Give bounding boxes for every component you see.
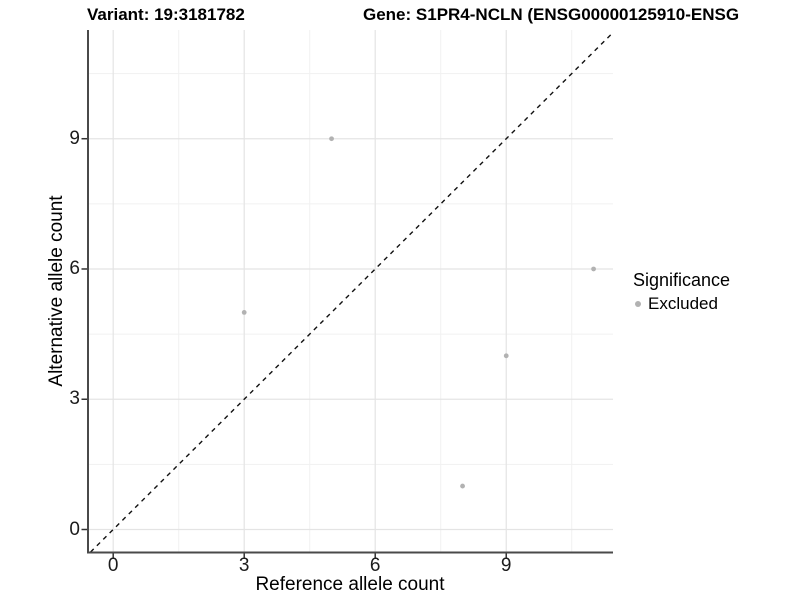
x-tick-label: 3	[238, 555, 250, 576]
legend-title: Significance	[633, 270, 731, 290]
y-tick-label: 9	[69, 127, 80, 149]
data-point	[241, 310, 247, 315]
legend-item: Excluded	[633, 294, 730, 314]
legend-item-label: Excluded	[648, 294, 718, 313]
x-axis-title: Reference allele count	[255, 574, 445, 595]
x-tick-label: 0	[107, 555, 119, 576]
data-point	[503, 353, 509, 359]
plot-area	[81, 30, 614, 559]
legend: Significance Excluded	[633, 270, 730, 314]
y-axis-title: Alternative allele count	[46, 195, 67, 387]
plot-title-variant: Variant: 19:3181782	[87, 5, 245, 24]
x-tick-label: 9	[500, 555, 512, 576]
y-tick-label: 3	[69, 388, 80, 410]
data-point	[460, 483, 465, 489]
x-tick-label: 6	[369, 555, 381, 576]
identity-line	[89, 31, 614, 553]
data-point	[591, 266, 596, 272]
data-point	[329, 136, 334, 142]
y-tick-label: 0	[69, 518, 80, 540]
circle-icon	[635, 301, 641, 307]
y-tick-label: 6	[69, 257, 80, 279]
plot-title-gene: Gene: S1PR4-NCLN (ENSG00000125910-ENSG	[363, 5, 740, 24]
